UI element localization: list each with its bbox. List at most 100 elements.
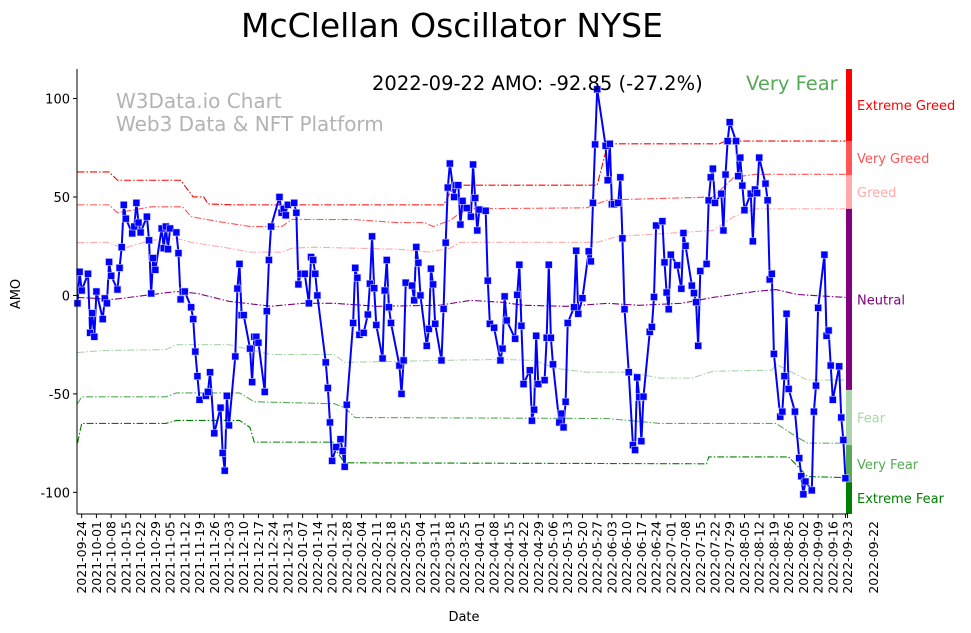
x-tick-label: 2021-09-24 xyxy=(74,521,89,594)
y-tick-label: 100 xyxy=(45,93,70,108)
data-point xyxy=(77,286,86,295)
data-point xyxy=(223,392,231,400)
x-tick-label: 2022-03-04 xyxy=(413,521,428,594)
data-point xyxy=(547,333,555,342)
data-point xyxy=(134,218,143,227)
data-point xyxy=(483,276,492,285)
x-tick-label: 2022-08-12 xyxy=(752,521,767,594)
data-point xyxy=(511,334,519,343)
data-point xyxy=(122,214,130,223)
data-point xyxy=(711,199,719,207)
data-point xyxy=(117,243,126,251)
data-point xyxy=(204,388,212,396)
data-point xyxy=(105,258,113,266)
data-point xyxy=(795,454,803,462)
data-point xyxy=(681,242,690,250)
data-point xyxy=(778,407,787,416)
data-point xyxy=(326,418,334,427)
data-point xyxy=(639,392,648,401)
x-tick-label: 2022-07-29 xyxy=(722,521,737,594)
data-point xyxy=(437,356,446,365)
x-tick-label: 2022-03-18 xyxy=(442,521,457,594)
data-point xyxy=(662,288,671,297)
data-point xyxy=(704,196,713,205)
data-point xyxy=(723,137,732,145)
data-point xyxy=(338,447,347,455)
data-point xyxy=(517,321,526,330)
data-point xyxy=(401,278,410,287)
x-tick-label: 2022-08-19 xyxy=(766,521,781,594)
data-point xyxy=(557,409,566,418)
data-point xyxy=(149,254,158,262)
data-point xyxy=(471,194,479,202)
data-point xyxy=(441,238,450,247)
x-axis-label: Date xyxy=(448,610,479,625)
data-point xyxy=(736,153,745,162)
y-tick-label: -100 xyxy=(40,486,70,501)
data-point xyxy=(826,361,835,370)
y-tick-label: 0 xyxy=(62,289,70,304)
data-point xyxy=(397,390,406,398)
zone-label: Greed xyxy=(857,186,896,201)
data-point xyxy=(732,137,740,145)
data-point xyxy=(275,193,284,201)
data-point xyxy=(587,257,595,266)
x-tick-label: 2022-08-26 xyxy=(781,521,796,594)
data-point xyxy=(532,332,540,340)
data-point xyxy=(540,376,549,384)
x-tick-label: 2021-10-15 xyxy=(118,521,133,594)
data-point xyxy=(174,249,183,257)
data-point xyxy=(193,372,202,380)
zone-label: Very Greed xyxy=(857,152,929,167)
x-tick-label: 2022-08-05 xyxy=(737,521,752,594)
data-point xyxy=(292,208,301,217)
data-point xyxy=(841,474,850,483)
data-point xyxy=(210,429,219,438)
data-point xyxy=(412,243,421,251)
data-point xyxy=(75,268,84,276)
data-point xyxy=(408,281,416,290)
y-axis-label: AMO xyxy=(9,279,24,309)
data-point xyxy=(166,224,174,233)
data-point xyxy=(561,397,570,406)
data-point xyxy=(399,356,408,365)
data-point xyxy=(439,305,448,313)
x-tick-label: 2022-06-10 xyxy=(619,521,634,594)
data-point xyxy=(709,164,717,173)
data-point xyxy=(180,287,189,296)
zone-bar-6 xyxy=(846,482,852,514)
data-point xyxy=(254,338,263,347)
data-point xyxy=(589,199,597,207)
data-point xyxy=(88,309,97,317)
x-tick-label: 2021-11-12 xyxy=(177,521,192,594)
zone-label: Neutral xyxy=(857,293,905,308)
data-point xyxy=(839,436,848,444)
data-point xyxy=(526,366,534,375)
data-point xyxy=(725,118,734,126)
zone-label: Fear xyxy=(857,412,886,427)
data-point xyxy=(763,196,772,205)
data-point xyxy=(151,266,160,274)
data-point xyxy=(385,303,393,312)
data-point xyxy=(591,140,599,149)
x-tick-label: 2022-02-18 xyxy=(383,521,398,594)
x-tick-label: 2022-05-06 xyxy=(545,521,560,594)
chart-title: McClellan Oscillator NYSE xyxy=(241,6,663,45)
data-point xyxy=(164,245,172,253)
data-point xyxy=(481,206,490,215)
data-point xyxy=(462,204,471,212)
data-point xyxy=(235,260,244,268)
x-tick-label: 2022-06-24 xyxy=(649,521,664,594)
x-tick-label: 2022-03-11 xyxy=(428,521,443,594)
data-point xyxy=(513,291,522,299)
data-point xyxy=(450,193,458,201)
x-tick-label: 2022-09-16 xyxy=(825,521,840,594)
x-tick-label: 2021-12-10 xyxy=(236,521,251,594)
x-tick-label: 2022-09-22 xyxy=(866,521,881,594)
x-tick-label: 2022-02-04 xyxy=(354,521,369,594)
band-line-5 xyxy=(77,392,846,444)
data-point xyxy=(416,291,425,300)
data-point xyxy=(650,293,658,301)
data-point xyxy=(734,172,742,180)
data-point xyxy=(801,477,810,486)
